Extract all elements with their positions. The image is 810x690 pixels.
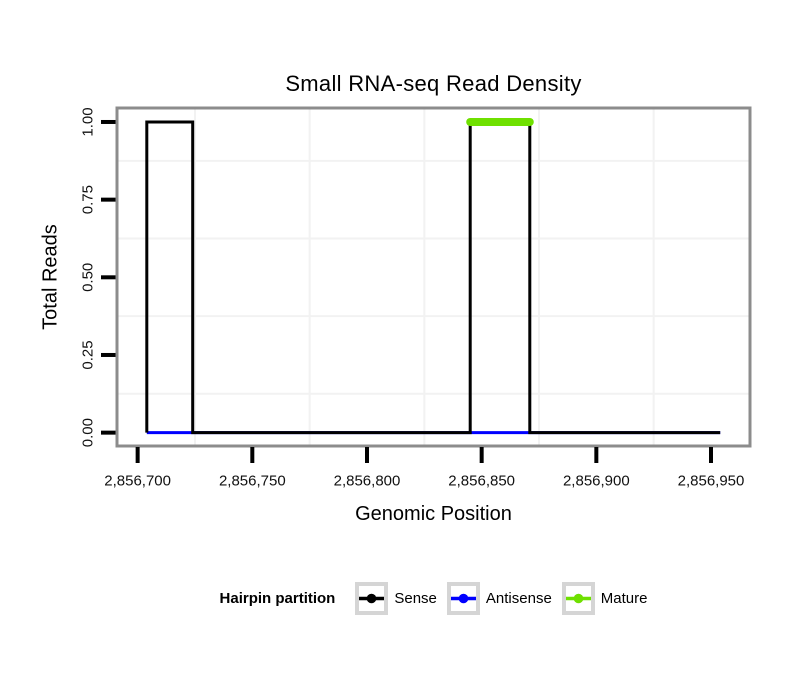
- mature-line-dot-icon: [565, 593, 591, 603]
- panel-border: [115, 106, 752, 448]
- antisense-line-dot-icon: [450, 593, 476, 603]
- legend-label: Mature: [600, 589, 648, 607]
- legend-label: Antisense: [485, 589, 552, 607]
- legend: Hairpin partition Sense Antisense Mature: [117, 581, 750, 615]
- legend-title: Hairpin partition: [219, 589, 336, 607]
- x-tick-label: 2,856,900: [563, 473, 630, 490]
- x-tick-label: 2,856,800: [334, 473, 401, 490]
- chart-title: Small RNA-seq Read Density: [285, 71, 582, 96]
- x-axis-title: Genomic Position: [355, 503, 512, 525]
- panel-background: [117, 108, 750, 446]
- y-tick-label: 1.00: [80, 107, 97, 136]
- legend-key-box: [561, 581, 595, 615]
- x-tick-label: 2,856,750: [219, 473, 286, 490]
- y-tick-label: 0.00: [80, 418, 97, 447]
- legend-items: Sense Antisense Mature: [355, 581, 648, 615]
- x-tick-label: 2,856,950: [678, 473, 745, 490]
- legend-key-box: [446, 581, 480, 615]
- legend-label: Sense: [394, 589, 437, 607]
- y-axis-title: Total Reads: [39, 224, 62, 330]
- legend-item-antisense: Antisense: [446, 581, 552, 615]
- legend-key-box: [355, 581, 389, 615]
- y-tick-label: 0.75: [80, 185, 97, 214]
- y-tick-label: 0.25: [80, 340, 97, 369]
- x-tick-label: 2,856,700: [104, 473, 171, 490]
- sense-line: [145, 120, 721, 435]
- sense-line-dot-icon: [359, 593, 385, 603]
- legend-item-mature: Mature: [561, 581, 648, 615]
- x-tick-label: 2,856,850: [448, 473, 515, 490]
- y-tick-label: 0.50: [80, 263, 97, 292]
- legend-item-sense: Sense: [355, 581, 437, 615]
